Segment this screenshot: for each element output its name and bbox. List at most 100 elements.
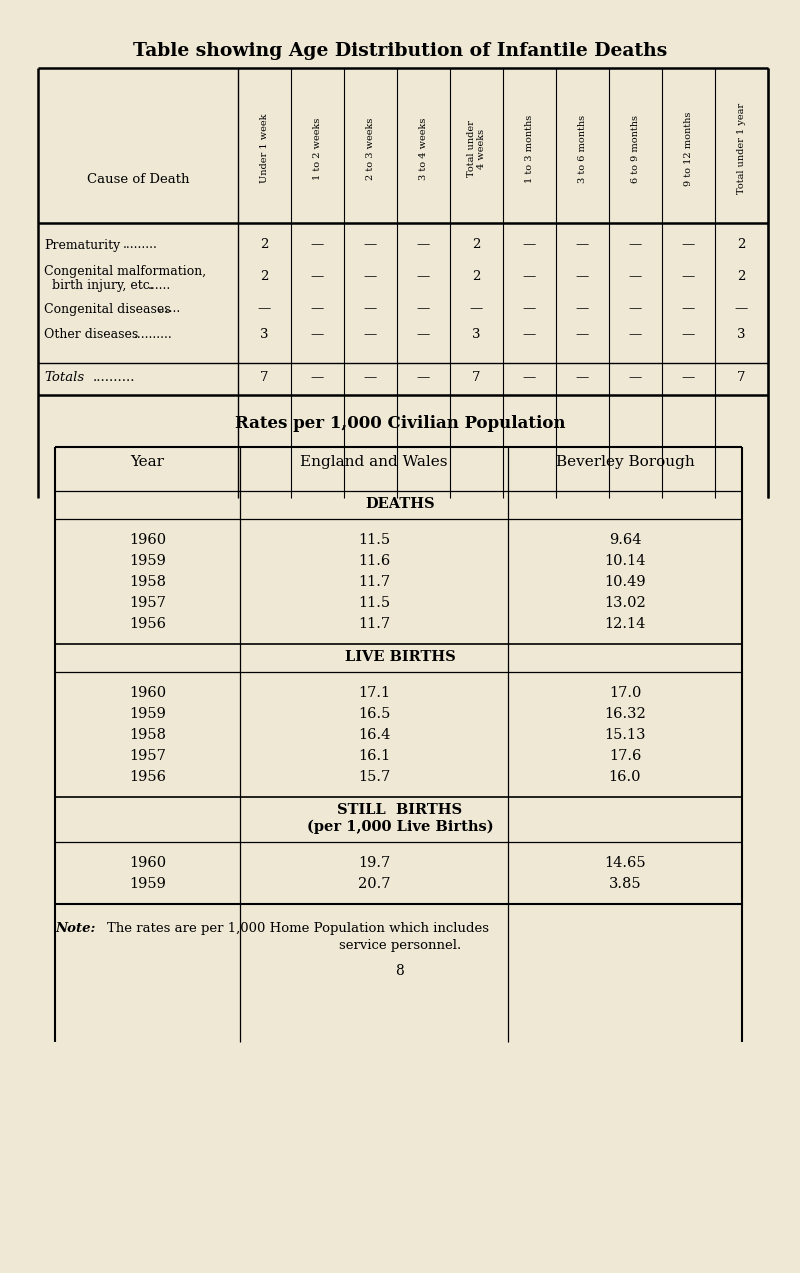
Text: 16.5: 16.5: [358, 707, 390, 721]
Text: 1960: 1960: [129, 686, 166, 700]
Text: DEATHS: DEATHS: [365, 496, 435, 510]
Text: Congenital diseases: Congenital diseases: [44, 303, 170, 316]
Text: —: —: [682, 328, 695, 341]
Text: ......: ......: [158, 303, 182, 316]
Text: Cause of Death: Cause of Death: [86, 173, 190, 186]
Text: 1 to 3 months: 1 to 3 months: [525, 115, 534, 183]
Text: 9.64: 9.64: [609, 533, 642, 547]
Text: LIVE BIRTHS: LIVE BIRTHS: [345, 651, 455, 665]
Text: Beverley Borough: Beverley Borough: [556, 454, 694, 468]
Text: ..........: ..........: [134, 328, 173, 341]
Text: Table showing Age Distribution of Infantile Deaths: Table showing Age Distribution of Infant…: [133, 42, 667, 60]
Text: —: —: [576, 328, 589, 341]
Text: —: —: [576, 270, 589, 284]
Text: .........: .........: [123, 238, 158, 252]
Text: 2: 2: [472, 270, 481, 284]
Text: —: —: [523, 328, 536, 341]
Text: 3 to 4 weeks: 3 to 4 weeks: [419, 117, 428, 179]
Text: —: —: [417, 328, 430, 341]
Text: —: —: [417, 238, 430, 252]
Text: ......: ......: [148, 279, 171, 292]
Text: —: —: [576, 238, 589, 252]
Text: 1 to 2 weeks: 1 to 2 weeks: [313, 117, 322, 179]
Text: 2: 2: [260, 238, 269, 252]
Text: 17.6: 17.6: [609, 749, 641, 763]
Text: 19.7: 19.7: [358, 855, 390, 869]
Text: 8: 8: [396, 964, 404, 978]
Text: 1957: 1957: [129, 596, 166, 610]
Text: —: —: [735, 303, 748, 316]
Text: —: —: [311, 303, 324, 316]
Text: 16.1: 16.1: [358, 749, 390, 763]
Text: —: —: [417, 370, 430, 384]
Text: —: —: [364, 303, 377, 316]
Text: 3: 3: [738, 328, 746, 341]
Text: —: —: [682, 370, 695, 384]
Text: 1958: 1958: [129, 728, 166, 742]
Text: 3.85: 3.85: [609, 877, 642, 891]
Text: —: —: [364, 328, 377, 341]
Text: 11.5: 11.5: [358, 596, 390, 610]
Text: STILL  BIRTHS: STILL BIRTHS: [338, 803, 462, 817]
Text: —: —: [629, 238, 642, 252]
Text: 1960: 1960: [129, 533, 166, 547]
Text: —: —: [364, 370, 377, 384]
Text: Rates per 1,000 Civilian Population: Rates per 1,000 Civilian Population: [234, 415, 566, 432]
Text: 2: 2: [472, 238, 481, 252]
Text: —: —: [311, 270, 324, 284]
Text: The rates are per 1,000 Home Population which includes: The rates are per 1,000 Home Population …: [107, 922, 489, 934]
Text: —: —: [629, 303, 642, 316]
Text: birth injury, etc.: birth injury, etc.: [44, 279, 154, 292]
Text: —: —: [682, 303, 695, 316]
Text: 1956: 1956: [129, 617, 166, 631]
Text: —: —: [523, 238, 536, 252]
Text: 10.14: 10.14: [604, 554, 646, 568]
Text: 11.5: 11.5: [358, 533, 390, 547]
Text: 7: 7: [260, 370, 269, 384]
Text: (per 1,000 Live Births): (per 1,000 Live Births): [306, 820, 494, 834]
Text: 1959: 1959: [129, 707, 166, 721]
Text: service personnel.: service personnel.: [339, 939, 461, 952]
Text: —: —: [523, 270, 536, 284]
Text: —: —: [629, 370, 642, 384]
Text: 1960: 1960: [129, 855, 166, 869]
Text: 7: 7: [472, 370, 481, 384]
Text: 11.7: 11.7: [358, 575, 390, 589]
Text: 10.49: 10.49: [604, 575, 646, 589]
Text: —: —: [364, 270, 377, 284]
Text: 3 to 6 months: 3 to 6 months: [578, 115, 587, 182]
Text: 2: 2: [738, 238, 746, 252]
Text: 7: 7: [738, 370, 746, 384]
Text: 17.0: 17.0: [609, 686, 641, 700]
Text: 2: 2: [738, 270, 746, 284]
Text: ..........: ..........: [93, 370, 135, 384]
Text: —: —: [682, 270, 695, 284]
Text: 16.0: 16.0: [609, 770, 642, 784]
Text: —: —: [576, 370, 589, 384]
Text: 15.7: 15.7: [358, 770, 390, 784]
Text: —: —: [576, 303, 589, 316]
Text: 2 to 3 weeks: 2 to 3 weeks: [366, 117, 375, 179]
Text: Note:: Note:: [55, 922, 95, 934]
Text: 1958: 1958: [129, 575, 166, 589]
Text: 11.6: 11.6: [358, 554, 390, 568]
Text: 6 to 9 months: 6 to 9 months: [631, 115, 640, 182]
Text: —: —: [629, 270, 642, 284]
Text: —: —: [523, 303, 536, 316]
Text: 13.02: 13.02: [604, 596, 646, 610]
Text: —: —: [258, 303, 271, 316]
Text: Year: Year: [130, 454, 165, 468]
Text: 11.7: 11.7: [358, 617, 390, 631]
Text: Congenital malformation,: Congenital malformation,: [44, 265, 206, 278]
Text: 2: 2: [260, 270, 269, 284]
Text: Totals: Totals: [44, 370, 84, 384]
Text: Other diseases: Other diseases: [44, 328, 138, 341]
Text: —: —: [682, 238, 695, 252]
Text: —: —: [364, 238, 377, 252]
Text: 14.65: 14.65: [604, 855, 646, 869]
Text: England and Wales: England and Wales: [300, 454, 448, 468]
Text: 3: 3: [472, 328, 481, 341]
Text: Total under 1 year: Total under 1 year: [737, 103, 746, 195]
Text: —: —: [417, 270, 430, 284]
Text: —: —: [311, 328, 324, 341]
